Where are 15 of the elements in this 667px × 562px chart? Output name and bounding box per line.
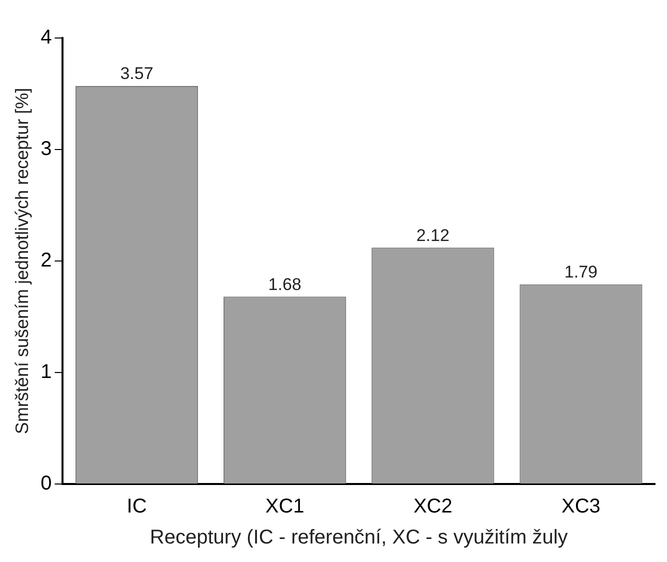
- y-axis-title: Smrštění sušením jednotlivých receptur [%]: [12, 88, 32, 434]
- y-tick-label: 0: [40, 472, 52, 495]
- data-label: 2.12: [416, 226, 450, 245]
- x-tick-label: IC: [126, 496, 147, 518]
- x-axis-title: Receptury (IC - referenční, XC - s využitím žuly: [150, 526, 568, 549]
- y-tick-label: 4: [40, 26, 52, 49]
- data-label: 1.68: [268, 274, 302, 294]
- y-tick-label: 1: [40, 361, 52, 384]
- y-tick-label: 2: [40, 250, 52, 272]
- data-label: 1.79: [564, 262, 598, 282]
- x-tick-label: XC2: [413, 496, 452, 518]
- x-tick-label: XC1: [265, 496, 304, 518]
- x-tick-label: XC3: [562, 496, 600, 518]
- y-tick-label: 3: [40, 138, 52, 160]
- data-label: 3.57: [120, 64, 154, 84]
